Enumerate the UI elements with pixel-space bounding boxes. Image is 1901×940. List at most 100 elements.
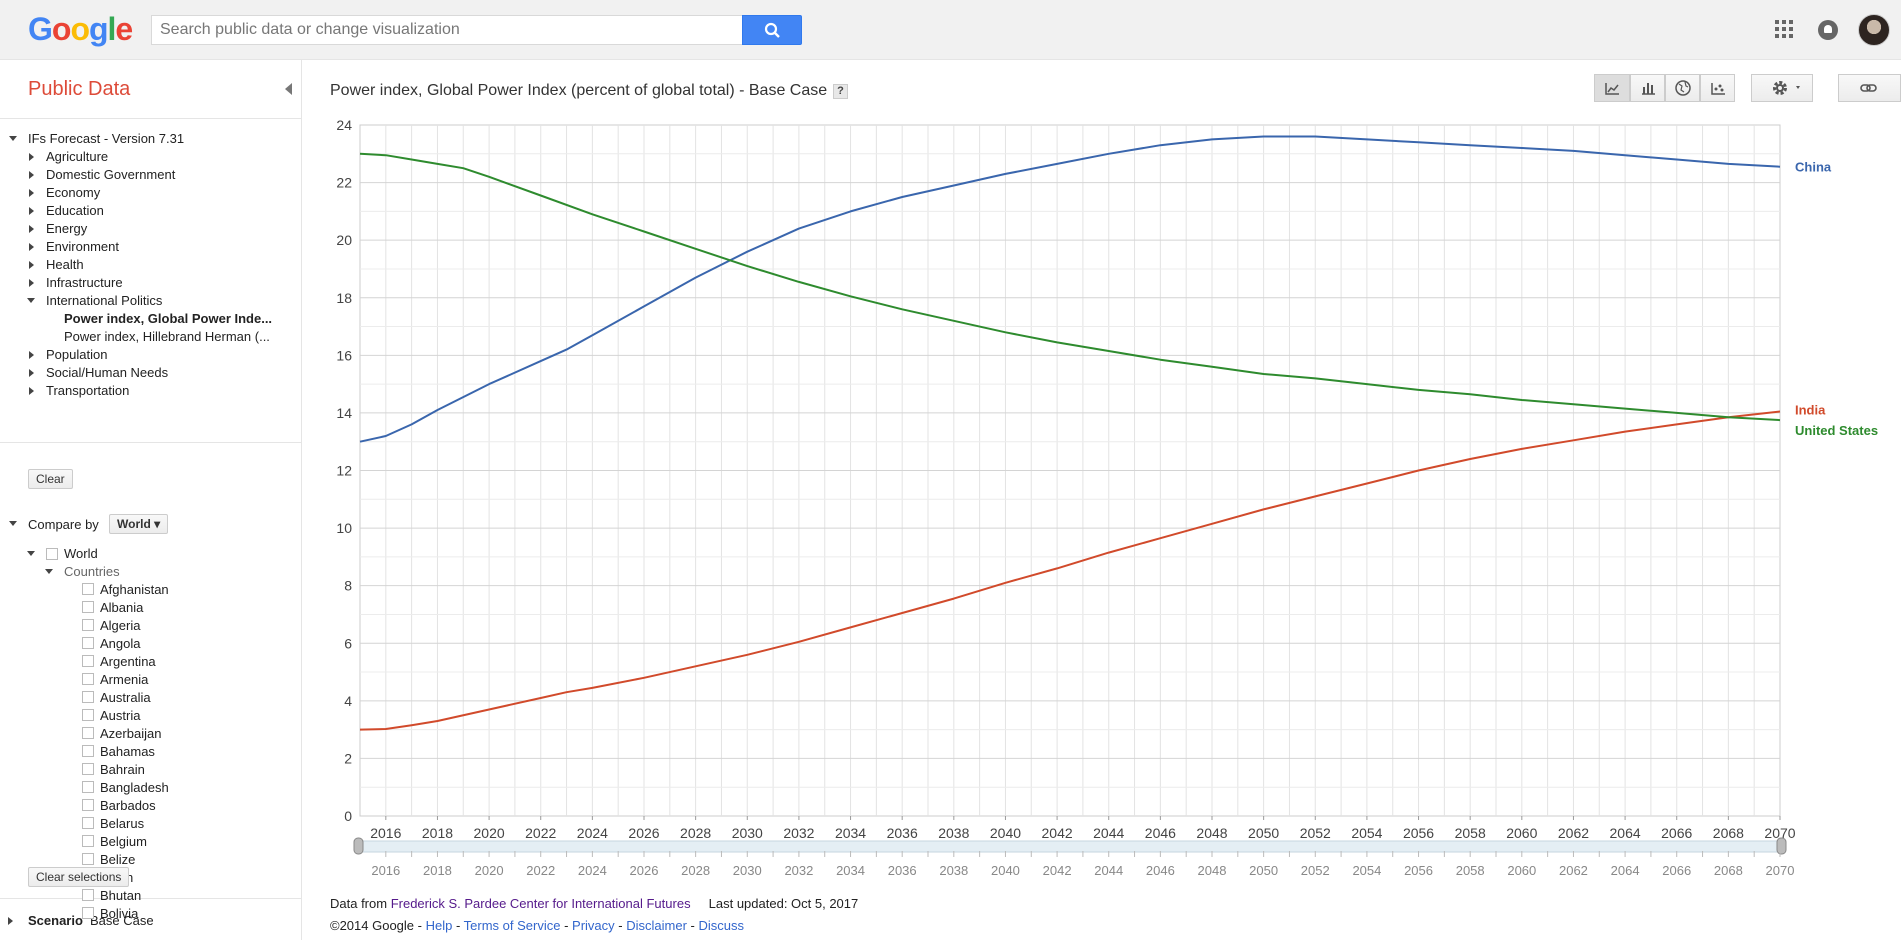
tree-indicator[interactable]: Power index, Global Power Inde... xyxy=(64,311,273,326)
country-checkbox[interactable] xyxy=(82,583,94,595)
expand-category-icon[interactable] xyxy=(29,243,34,251)
country-label[interactable]: Belarus xyxy=(100,816,145,831)
time-slider-track[interactable] xyxy=(359,840,1781,853)
tree-indicator[interactable]: Power index, Hillebrand Herman (... xyxy=(64,329,270,344)
country-label[interactable]: Bhutan xyxy=(100,888,142,903)
country-checkbox[interactable] xyxy=(82,907,94,919)
country-label[interactable]: Bangladesh xyxy=(100,780,169,795)
tree-category[interactable]: Economy xyxy=(46,185,101,200)
country-checkbox[interactable] xyxy=(82,673,94,685)
collapse-dataset-icon[interactable] xyxy=(9,136,17,141)
tree-category[interactable]: International Politics xyxy=(46,293,163,308)
help-link[interactable]: Help xyxy=(425,918,453,933)
country-checkbox[interactable] xyxy=(82,709,94,721)
expand-category-icon[interactable] xyxy=(29,387,34,395)
tree-category[interactable]: Agriculture xyxy=(46,149,109,164)
tree-category[interactable]: Infrastructure xyxy=(46,275,123,290)
country-label[interactable]: Angola xyxy=(100,636,141,651)
source-link[interactable]: Frederick S. Pardee Center for Internati… xyxy=(390,896,691,911)
clear-button[interactable]: Clear xyxy=(28,469,73,489)
country-checkbox[interactable] xyxy=(82,763,94,775)
compare-by-dropdown[interactable]: World ▾ xyxy=(109,514,169,534)
country-label[interactable]: Australia xyxy=(100,690,151,705)
countries-label[interactable]: Countries xyxy=(64,564,120,579)
apps-grid-icon[interactable] xyxy=(1775,20,1793,38)
country-label[interactable]: Belgium xyxy=(100,834,147,849)
country-label[interactable]: Argentina xyxy=(100,654,156,669)
country-label[interactable]: Algeria xyxy=(100,618,141,633)
clear-selections-button[interactable]: Clear selections xyxy=(28,867,130,887)
country-label[interactable]: Barbados xyxy=(100,798,156,813)
country-checkbox[interactable] xyxy=(82,799,94,811)
country-checkbox[interactable] xyxy=(82,835,94,847)
country-label[interactable]: Afghanistan xyxy=(100,582,169,597)
country-label[interactable]: Bolivia xyxy=(100,906,139,921)
collapse-compare-icon[interactable] xyxy=(9,521,17,526)
country-checkbox[interactable] xyxy=(82,781,94,793)
country-label[interactable]: Armenia xyxy=(100,672,149,687)
tree-category[interactable]: Transportation xyxy=(46,383,130,398)
series-line[interactable] xyxy=(359,152,1781,422)
expand-category-icon[interactable] xyxy=(29,369,34,377)
help-button[interactable]: ? xyxy=(833,84,848,99)
collapse-sidebar-icon[interactable] xyxy=(285,83,292,95)
country-checkbox[interactable] xyxy=(82,655,94,667)
tree-category[interactable]: Energy xyxy=(46,221,88,236)
scenario-value[interactable]: Base Case xyxy=(90,913,154,928)
country-label[interactable]: Azerbaijan xyxy=(100,726,162,741)
world-label[interactable]: World xyxy=(64,546,98,561)
link-button[interactable] xyxy=(1838,74,1901,102)
terms-link[interactable]: Terms of Service xyxy=(463,918,561,933)
country-checkbox[interactable] xyxy=(82,817,94,829)
avatar[interactable] xyxy=(1858,14,1890,46)
tree-category[interactable]: Social/Human Needs xyxy=(46,365,169,380)
country-label[interactable]: Austria xyxy=(100,708,141,723)
collapse-countries-icon[interactable] xyxy=(45,569,53,574)
expand-category-icon[interactable] xyxy=(29,153,34,161)
tree-category[interactable]: Education xyxy=(46,203,104,218)
expand-scenario-icon[interactable] xyxy=(8,917,13,925)
slider-end-handle[interactable] xyxy=(1776,837,1787,855)
country-checkbox[interactable] xyxy=(82,691,94,703)
country-checkbox[interactable] xyxy=(82,853,94,865)
country-label[interactable]: Belize xyxy=(100,852,136,867)
tree-category[interactable]: Environment xyxy=(46,239,119,254)
series-label[interactable]: United States xyxy=(1795,423,1878,438)
collapse-category-icon[interactable] xyxy=(27,298,35,303)
country-checkbox[interactable] xyxy=(82,637,94,649)
country-label[interactable]: Bahrain xyxy=(100,762,145,777)
map-button[interactable] xyxy=(1665,74,1700,102)
expand-category-icon[interactable] xyxy=(29,351,34,359)
scatter-chart-button[interactable] xyxy=(1700,74,1735,102)
expand-category-icon[interactable] xyxy=(29,189,34,197)
disclaimer-link[interactable]: Disclaimer xyxy=(626,918,687,933)
bell-icon[interactable] xyxy=(1818,20,1838,40)
expand-category-icon[interactable] xyxy=(29,207,34,215)
discuss-link[interactable]: Discuss xyxy=(698,918,744,933)
country-checkbox[interactable] xyxy=(82,619,94,631)
series-label[interactable]: China xyxy=(1795,160,1832,175)
bar-chart-button[interactable] xyxy=(1630,74,1665,102)
series-line[interactable] xyxy=(359,410,1781,731)
expand-category-icon[interactable] xyxy=(29,261,34,269)
expand-category-icon[interactable] xyxy=(29,225,34,233)
country-label[interactable]: Bahamas xyxy=(100,744,155,759)
line-chart-button[interactable] xyxy=(1594,74,1630,102)
tree-category[interactable]: Health xyxy=(46,257,84,272)
country-checkbox[interactable] xyxy=(82,727,94,739)
tree-category[interactable]: Domestic Government xyxy=(46,167,176,182)
world-checkbox[interactable] xyxy=(46,548,58,560)
expand-category-icon[interactable] xyxy=(29,279,34,287)
settings-button[interactable] xyxy=(1751,74,1813,102)
series-label[interactable]: India xyxy=(1795,402,1826,417)
tree-category[interactable]: Population xyxy=(46,347,108,362)
dataset-title[interactable]: IFs Forecast - Version 7.31 xyxy=(28,131,185,146)
country-label[interactable]: Albania xyxy=(100,600,144,615)
collapse-world-icon[interactable] xyxy=(27,551,35,556)
country-checkbox[interactable] xyxy=(82,889,94,901)
country-checkbox[interactable] xyxy=(82,745,94,757)
series-line[interactable] xyxy=(359,135,1781,443)
slider-start-handle[interactable] xyxy=(353,837,364,855)
google-logo[interactable]: Google xyxy=(28,11,133,48)
